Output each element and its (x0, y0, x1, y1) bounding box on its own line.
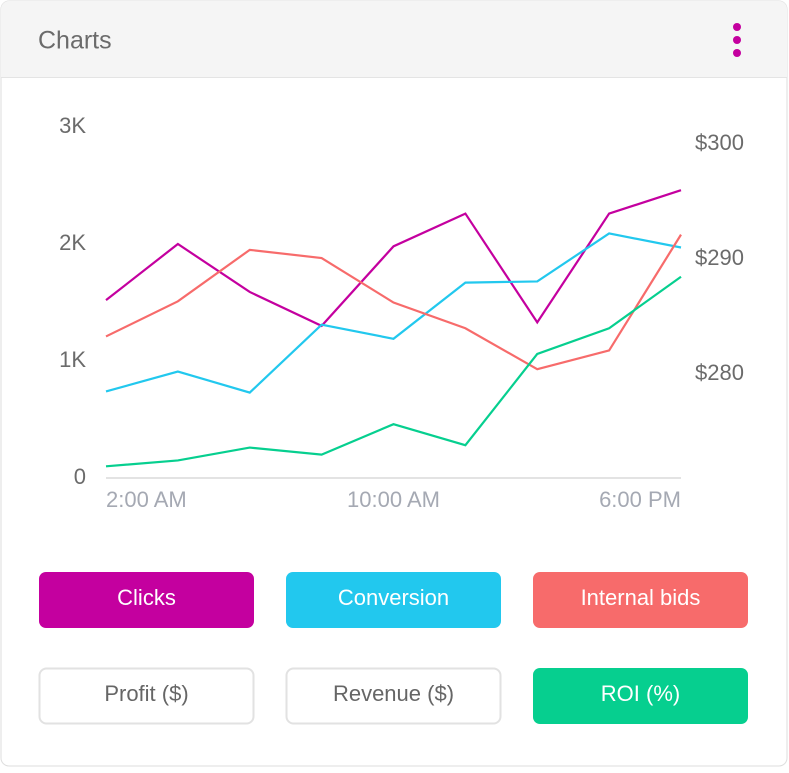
legend-toggle[interactable] (533, 668, 748, 724)
x-tick-label: 2:00 AM (106, 487, 187, 512)
x-tick-label: 6:00 PM (599, 487, 681, 512)
toggle-label: Profit ($) (104, 681, 188, 706)
toggle-label: Revenue ($) (333, 681, 454, 706)
y-tick-label: 0 (74, 464, 86, 489)
y-tick-label: 1K (59, 347, 86, 372)
series-line (105, 232, 682, 394)
y-tick-label: 3K (59, 113, 86, 138)
legend-toggle[interactable] (286, 572, 501, 628)
menu-dot (733, 49, 741, 57)
legend-toggle[interactable] (39, 572, 254, 628)
y2-tick-label: $300 (695, 130, 744, 155)
legend-label: Internal bids (581, 585, 701, 610)
x-tick-label: 10:00 AM (347, 487, 440, 512)
menu-dot (733, 23, 741, 31)
legend-label: Conversion (338, 585, 449, 610)
header-title: Charts (38, 27, 112, 55)
y2-tick-label: $280 (695, 360, 744, 385)
inactive-toggle[interactable] (38, 667, 255, 725)
more-menu[interactable] (733, 23, 741, 57)
legend-label: ROI (%) (601, 681, 680, 706)
header-bar (1, 1, 787, 77)
series-line (105, 275, 682, 468)
menu-dot (733, 36, 741, 44)
legend-toggle[interactable] (533, 572, 748, 628)
series-line (105, 234, 682, 371)
inactive-toggle[interactable] (285, 667, 502, 725)
y-tick-label: 2K (59, 230, 86, 255)
legend-label: Clicks (117, 585, 176, 610)
y2-tick-label: $290 (695, 245, 744, 270)
